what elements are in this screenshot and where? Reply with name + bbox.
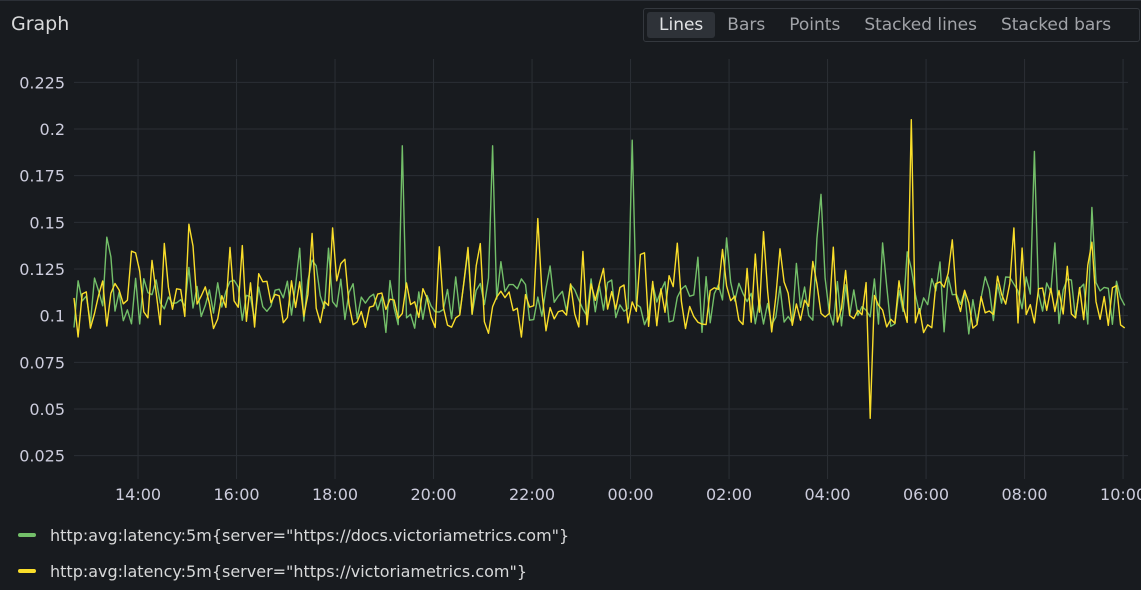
legend-label-docs: http:avg:latency:5m{server="https://docs… [50, 525, 570, 545]
x-tick-label: 06:00 [903, 485, 949, 504]
view-stacked-bars-button[interactable]: Stacked bars [1000, 15, 1112, 35]
x-tick-label: 14:00 [115, 485, 161, 504]
y-tick-label: 0.15 [29, 213, 65, 232]
y-tick-label: 0.225 [19, 73, 65, 92]
view-points-button[interactable]: Points [789, 15, 841, 35]
view-lines-button[interactable]: Lines [647, 12, 716, 38]
y-tick-label: 0.075 [19, 353, 65, 372]
x-tick-label: 22:00 [509, 485, 555, 504]
y-tick-label: 0.2 [40, 120, 65, 139]
legend-swatch-docs [18, 533, 36, 537]
y-tick-label: 0.025 [19, 447, 65, 466]
x-tick-label: 16:00 [213, 485, 259, 504]
legend-label-main: http:avg:latency:5m{server="https://vict… [50, 561, 528, 581]
y-tick-label: 0.125 [19, 260, 65, 279]
x-tick-label: 08:00 [1002, 485, 1048, 504]
x-tick-label: 10:00 [1100, 485, 1141, 504]
x-tick-label: 20:00 [410, 485, 456, 504]
view-bars-button[interactable]: Bars [727, 15, 766, 35]
y-tick-label: 0.05 [29, 400, 65, 419]
y-tick-label: 0.1 [40, 307, 65, 326]
x-tick-label: 04:00 [805, 485, 851, 504]
legend: http:avg:latency:5m{server="https://docs… [18, 517, 569, 589]
series-line [73, 118, 1126, 419]
series-line [73, 139, 1126, 335]
view-stacked-lines-button[interactable]: Stacked lines [864, 15, 977, 35]
y-tick-label: 0.175 [19, 167, 65, 186]
x-tick-label: 00:00 [607, 485, 653, 504]
legend-swatch-main [18, 569, 36, 573]
legend-item-docs[interactable]: http:avg:latency:5m{server="https://docs… [18, 517, 569, 553]
view-switch: Lines Bars Points Stacked lines Stacked … [643, 8, 1140, 42]
legend-item-main[interactable]: http:avg:latency:5m{server="https://vict… [18, 553, 569, 589]
panel-title: Graph [11, 13, 70, 35]
x-tick-label: 18:00 [312, 485, 358, 504]
x-tick-label: 02:00 [706, 485, 752, 504]
